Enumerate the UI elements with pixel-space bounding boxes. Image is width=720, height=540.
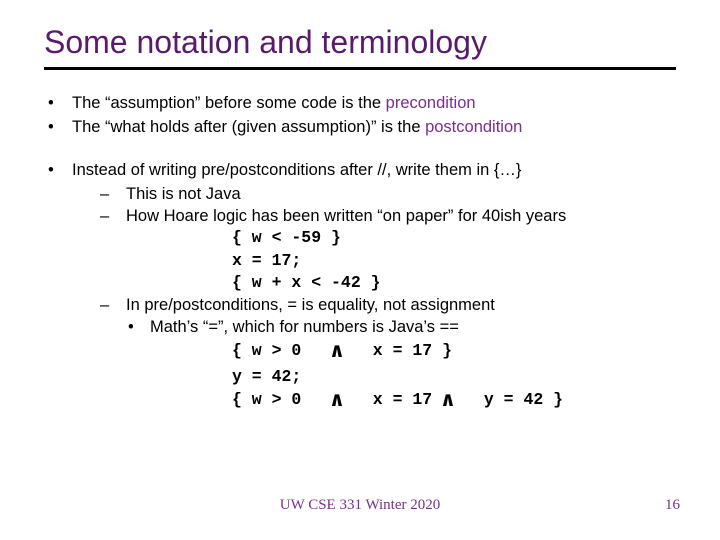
dash-mark: – — [100, 294, 126, 316]
keyword-postcondition: postcondition — [425, 118, 522, 136]
and-symbol: ∧ — [330, 339, 344, 366]
sub-3b: – How Hoare logic has been written “on p… — [100, 205, 676, 227]
bullet-2: • The “what holds after (given assumptio… — [44, 116, 676, 138]
subsub-3c: • Math’s “=”, which for numbers is Java’… — [128, 316, 676, 338]
page-number: 16 — [665, 497, 680, 514]
subsub-3c-text: Math’s “=”, which for numbers is Java’s … — [150, 316, 459, 338]
sub-3c-text: In pre/postconditions, = is equality, no… — [126, 294, 495, 316]
sub-3b-text: How Hoare logic has been written “on pap… — [126, 205, 566, 227]
bullet-1: • The “assumption” before some code is t… — [44, 92, 676, 114]
keyword-precondition: precondition — [386, 94, 476, 112]
bullet-3-text: Instead of writing pre/postconditions af… — [72, 159, 676, 181]
bullet-mark: • — [44, 159, 72, 181]
bullet-mark: • — [44, 92, 72, 114]
code-block-1: { w < -59 } x = 17; { w + x < -42 } — [232, 227, 676, 294]
and-symbol: ∧ — [330, 388, 344, 415]
sub-3c: – In pre/postconditions, = is equality, … — [100, 294, 676, 316]
sub-3a: – This is not Java — [100, 183, 676, 205]
bullet-1-text: The “assumption” before some code is the — [72, 94, 386, 112]
title-underline — [44, 67, 676, 70]
sub-3a-text: This is not Java — [126, 183, 241, 205]
bullet-2-text: The “what holds after (given assumption)… — [72, 118, 425, 136]
and-symbol: ∧ — [441, 388, 455, 415]
slide-content: • The “assumption” before some code is t… — [44, 92, 676, 415]
footer-text: UW CSE 331 Winter 2020 — [0, 497, 720, 514]
bullet-mark: • — [44, 116, 72, 138]
dot-mark: • — [128, 316, 150, 338]
bullet-3: • Instead of writing pre/postconditions … — [44, 159, 676, 181]
code-block-2: { w > 0 ∧ x = 17 } y = 42; { w > 0 ∧ x =… — [232, 339, 676, 415]
slide-title: Some notation and terminology — [44, 24, 676, 61]
dash-mark: – — [100, 183, 126, 205]
dash-mark: – — [100, 205, 126, 227]
